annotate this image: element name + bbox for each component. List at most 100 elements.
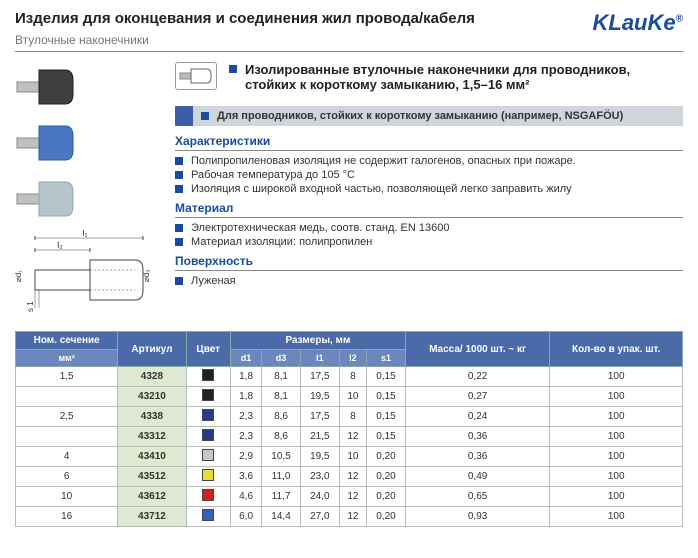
cell-d1: 1,8: [230, 367, 261, 387]
cell-art: 43612: [118, 487, 186, 507]
left-column: l₁ l₂ ⌀d₁ ⌀d₃ s 1: [15, 62, 165, 323]
cell-d1: 3,6: [230, 467, 261, 487]
cell-nom: 2,5: [16, 407, 118, 427]
note-text: Для проводников, стойких к короткому зам…: [217, 110, 623, 122]
cell-d1: 2,9: [230, 447, 261, 467]
cell-pack: 100: [550, 427, 683, 447]
brand-logo: KLauKe®: [593, 10, 684, 36]
th-mass: Масса/ 1000 шт. ~ кг: [405, 332, 550, 367]
cell-mass: 0,24: [405, 407, 550, 427]
cell-color: [186, 407, 230, 427]
svg-text:l₁: l₁: [82, 230, 87, 238]
cell-s1: 0,15: [367, 407, 406, 427]
cell-mass: 0,65: [405, 487, 550, 507]
cell-d3: 8,1: [262, 367, 301, 387]
cell-l2: 10: [339, 387, 366, 407]
cell-d3: 10,5: [262, 447, 301, 467]
table-row: 1,543281,88,117,580,150,22100: [16, 367, 683, 387]
cell-color: [186, 387, 230, 407]
cell-d3: 11,0: [262, 467, 301, 487]
ferrule-dark-icon: [15, 62, 85, 112]
page-subtitle: Втулочные наконечники: [15, 33, 593, 47]
cell-l2: 12: [339, 427, 366, 447]
cell-d1: 1,8: [230, 387, 261, 407]
cell-art: 4328: [118, 367, 186, 387]
svg-text:l₂: l₂: [57, 240, 63, 250]
cell-s1: 0,20: [367, 467, 406, 487]
svg-text:s 1: s 1: [26, 301, 35, 312]
bullet-text: Электротехническая медь, соотв. станд. E…: [191, 222, 449, 234]
th-nom-sub: мм²: [16, 350, 118, 367]
dimension-diagram: l₁ l₂ ⌀d₁ ⌀d₃ s 1: [15, 230, 155, 320]
surface-list: Луженая: [175, 275, 683, 287]
svg-text:⌀d₃: ⌀d₃: [142, 269, 151, 282]
spec-table: Ном. сечение Артикул Цвет Размеры, мм Ма…: [15, 331, 683, 527]
product-headline: Изолированные втулочные наконечники для …: [245, 62, 683, 92]
cell-d3: 8,6: [262, 407, 301, 427]
cell-d1: 2,3: [230, 427, 261, 447]
section-characteristics: Характеристики: [175, 134, 683, 151]
bullet-text: Материал изоляции: полипропилен: [191, 236, 372, 248]
characteristics-list: Полипропиленовая изоляция не содержит га…: [175, 155, 683, 195]
th-l1: l1: [300, 350, 339, 367]
cell-pack: 100: [550, 367, 683, 387]
bullet-text: Изоляция с широкой входной частью, позво…: [191, 183, 572, 195]
cell-d1: 2,3: [230, 407, 261, 427]
cell-mass: 0,22: [405, 367, 550, 387]
th-nom: Ном. сечение: [16, 332, 118, 350]
cell-l1: 27,0: [300, 507, 339, 527]
cell-nom: 6: [16, 467, 118, 487]
cell-art: 43210: [118, 387, 186, 407]
cell-art: 43312: [118, 427, 186, 447]
cell-d3: 8,6: [262, 427, 301, 447]
cell-l1: 17,5: [300, 407, 339, 427]
ferrule-blue-icon: [15, 118, 85, 168]
svg-text:⌀d₁: ⌀d₁: [15, 270, 23, 282]
ferrule-grey-icon: [15, 174, 85, 224]
cell-l1: 23,0: [300, 467, 339, 487]
th-pack: Кол-во в упак. шт.: [550, 332, 683, 367]
section-surface: Поверхность: [175, 254, 683, 271]
th-s1: s1: [367, 350, 406, 367]
th-l2: l2: [339, 350, 366, 367]
cell-art: 43410: [118, 447, 186, 467]
cell-pack: 100: [550, 447, 683, 467]
cell-l2: 10: [339, 447, 366, 467]
bullet-text: Луженая: [191, 275, 236, 287]
cell-mass: 0,36: [405, 447, 550, 467]
page-title: Изделия для оконцевания и соединения жил…: [15, 10, 593, 27]
page-header: Изделия для оконцевания и соединения жил…: [15, 10, 683, 52]
section-material: Материал: [175, 201, 683, 218]
cell-nom: 10: [16, 487, 118, 507]
cell-s1: 0,15: [367, 387, 406, 407]
cell-l1: 21,5: [300, 427, 339, 447]
cell-s1: 0,15: [367, 427, 406, 447]
right-column: Изолированные втулочные наконечники для …: [175, 62, 683, 323]
cell-l1: 17,5: [300, 367, 339, 387]
th-d3: d3: [262, 350, 301, 367]
cell-nom: [16, 387, 118, 407]
cell-color: [186, 467, 230, 487]
note-box: Для проводников, стойких к короткому зам…: [175, 106, 683, 126]
bullet-text: Рабочая температура до 105 °C: [191, 169, 355, 181]
cell-mass: 0,93: [405, 507, 550, 527]
cell-nom: 1,5: [16, 367, 118, 387]
cell-mass: 0,36: [405, 427, 550, 447]
cell-l2: 12: [339, 507, 366, 527]
th-dims: Размеры, мм: [230, 332, 405, 350]
cell-pack: 100: [550, 487, 683, 507]
cell-s1: 0,20: [367, 447, 406, 467]
cell-d3: 14,4: [262, 507, 301, 527]
th-d1: d1: [230, 350, 261, 367]
cell-pack: 100: [550, 387, 683, 407]
material-list: Электротехническая медь, соотв. станд. E…: [175, 222, 683, 248]
cell-pack: 100: [550, 467, 683, 487]
th-art: Артикул: [118, 332, 186, 367]
bullet-icon: [201, 112, 209, 120]
cell-color: [186, 447, 230, 467]
cell-art: 43712: [118, 507, 186, 527]
cell-l1: 19,5: [300, 387, 339, 407]
cell-l1: 24,0: [300, 487, 339, 507]
ferrule-illustrations: [15, 62, 165, 224]
table-row: 2,543382,38,617,580,150,24100: [16, 407, 683, 427]
